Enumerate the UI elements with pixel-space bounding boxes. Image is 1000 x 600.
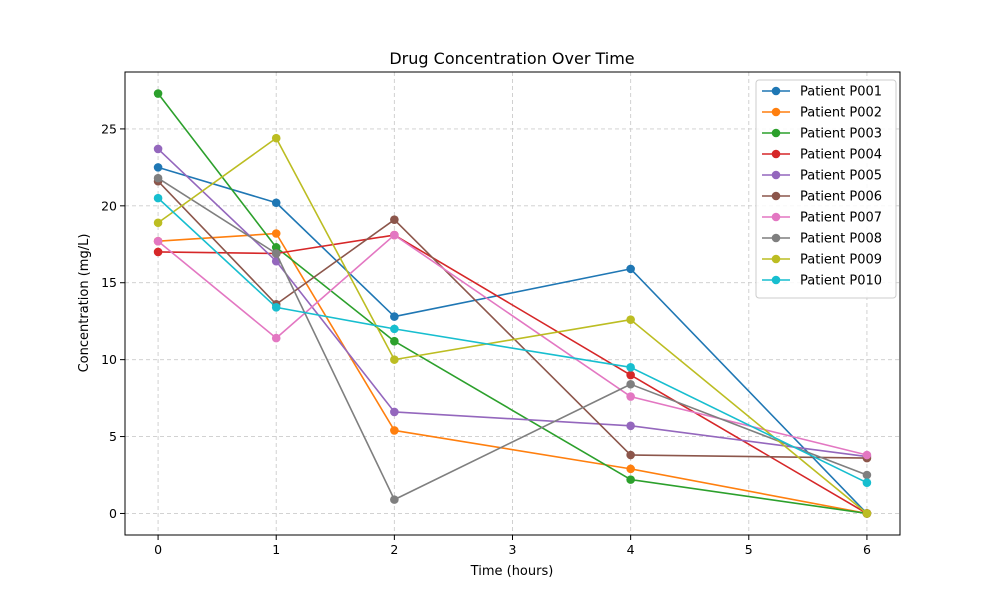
- data-point: [862, 470, 872, 480]
- legend-item: Patient P002: [762, 106, 882, 121]
- legend-item: Patient P005: [762, 169, 882, 184]
- data-point: [390, 324, 399, 334]
- legend-item: Patient P003: [762, 127, 882, 142]
- y-tick-label: 0: [109, 506, 117, 521]
- legend-label: Patient P004: [800, 148, 882, 163]
- x-tick-label: 5: [745, 542, 753, 557]
- legend-marker: [771, 149, 781, 159]
- data-point: [271, 133, 281, 143]
- x-axis-ticks: 0 1 2 3 4 5 6: [154, 535, 871, 557]
- legend-marker: [771, 128, 781, 138]
- legend-box: [755, 79, 897, 299]
- x-axis-label: Time (hours): [470, 564, 554, 579]
- legend-marker: [771, 107, 781, 117]
- y-tick-label: 10: [101, 352, 117, 367]
- data-point: [626, 264, 635, 274]
- x-tick-label: 0: [154, 542, 162, 557]
- data-point: [271, 303, 281, 312]
- legend-label: Patient P007: [800, 211, 882, 226]
- data-point: [153, 163, 163, 172]
- data-point: [271, 243, 281, 252]
- data-point: [390, 407, 399, 417]
- data-point: [626, 363, 635, 372]
- data-point: [153, 173, 163, 183]
- legend-item: Patient P009: [762, 253, 882, 268]
- legend-label: Patient P003: [800, 127, 882, 142]
- x-tick-label: 1: [272, 542, 280, 557]
- data-point: [626, 392, 635, 401]
- data-point: [390, 426, 399, 435]
- data-point: [626, 315, 635, 324]
- legend-item: Patient P006: [762, 190, 882, 205]
- legend-marker: [771, 191, 781, 201]
- series-patient-p003: [153, 89, 872, 518]
- data-point: [153, 236, 163, 246]
- series-patient-p007: [153, 230, 872, 460]
- y-tick-label: 5: [109, 429, 117, 444]
- legend-marker: [771, 275, 781, 285]
- legend-label: Patient P010: [800, 274, 882, 289]
- data-point: [390, 495, 399, 504]
- data-point: [153, 193, 163, 203]
- data-point: [626, 464, 635, 474]
- data-point: [153, 218, 163, 228]
- legend-label: Patient P006: [800, 190, 882, 205]
- legend-label: Patient P008: [800, 232, 882, 247]
- x-tick-label: 2: [390, 542, 398, 557]
- series-patient-p008: [153, 173, 872, 504]
- data-point: [153, 247, 163, 257]
- legend-item: Patient P001: [762, 85, 882, 100]
- data-point: [626, 370, 635, 380]
- data-point: [626, 379, 635, 389]
- data-point: [390, 230, 399, 240]
- data-point: [153, 144, 163, 154]
- legend-item: Patient P008: [762, 232, 882, 247]
- y-tick-label: 25: [101, 121, 117, 136]
- y-tick-label: 15: [101, 275, 117, 290]
- data-point: [862, 450, 872, 460]
- x-tick-label: 4: [627, 542, 635, 557]
- data-point: [390, 215, 399, 224]
- legend-marker: [771, 170, 781, 180]
- legend-item: Patient P007: [762, 211, 882, 226]
- legend-label: Patient P009: [800, 253, 882, 268]
- y-axis-label: Concentration (mg/L): [77, 234, 92, 373]
- legend-label: Patient P002: [800, 106, 882, 121]
- legend-item: Patient P010: [762, 274, 882, 289]
- y-tick-label: 20: [101, 198, 117, 213]
- legend-marker: [771, 212, 781, 222]
- legend: Patient P001 Patient P002 Patient P003 Pati…: [755, 79, 897, 299]
- legend-marker: [771, 233, 781, 243]
- legend-label: Patient P005: [800, 169, 882, 184]
- data-point: [626, 421, 635, 431]
- x-tick-label: 6: [863, 542, 871, 557]
- x-tick-label: 3: [509, 542, 517, 557]
- data-point: [271, 229, 281, 238]
- chart-title: Drug Concentration Over Time: [389, 49, 634, 68]
- data-point: [390, 312, 399, 321]
- legend-item: Patient P004: [762, 148, 882, 163]
- legend-label: Patient P001: [800, 85, 882, 100]
- data-point: [271, 249, 281, 258]
- series-lines: [153, 89, 872, 518]
- data-point: [862, 509, 872, 518]
- data-point: [271, 198, 281, 208]
- data-point: [862, 478, 872, 488]
- legend-marker: [771, 254, 781, 264]
- data-point: [626, 450, 635, 460]
- data-point: [153, 89, 163, 98]
- legend-marker: [771, 86, 781, 96]
- data-point: [626, 475, 635, 484]
- data-point: [390, 355, 399, 364]
- data-point: [271, 333, 281, 343]
- series-patient-p010: [153, 193, 872, 488]
- data-point: [390, 336, 399, 346]
- series-patient-p009: [153, 133, 872, 518]
- y-axis-ticks: 0 5 10 15 20 25: [101, 121, 125, 521]
